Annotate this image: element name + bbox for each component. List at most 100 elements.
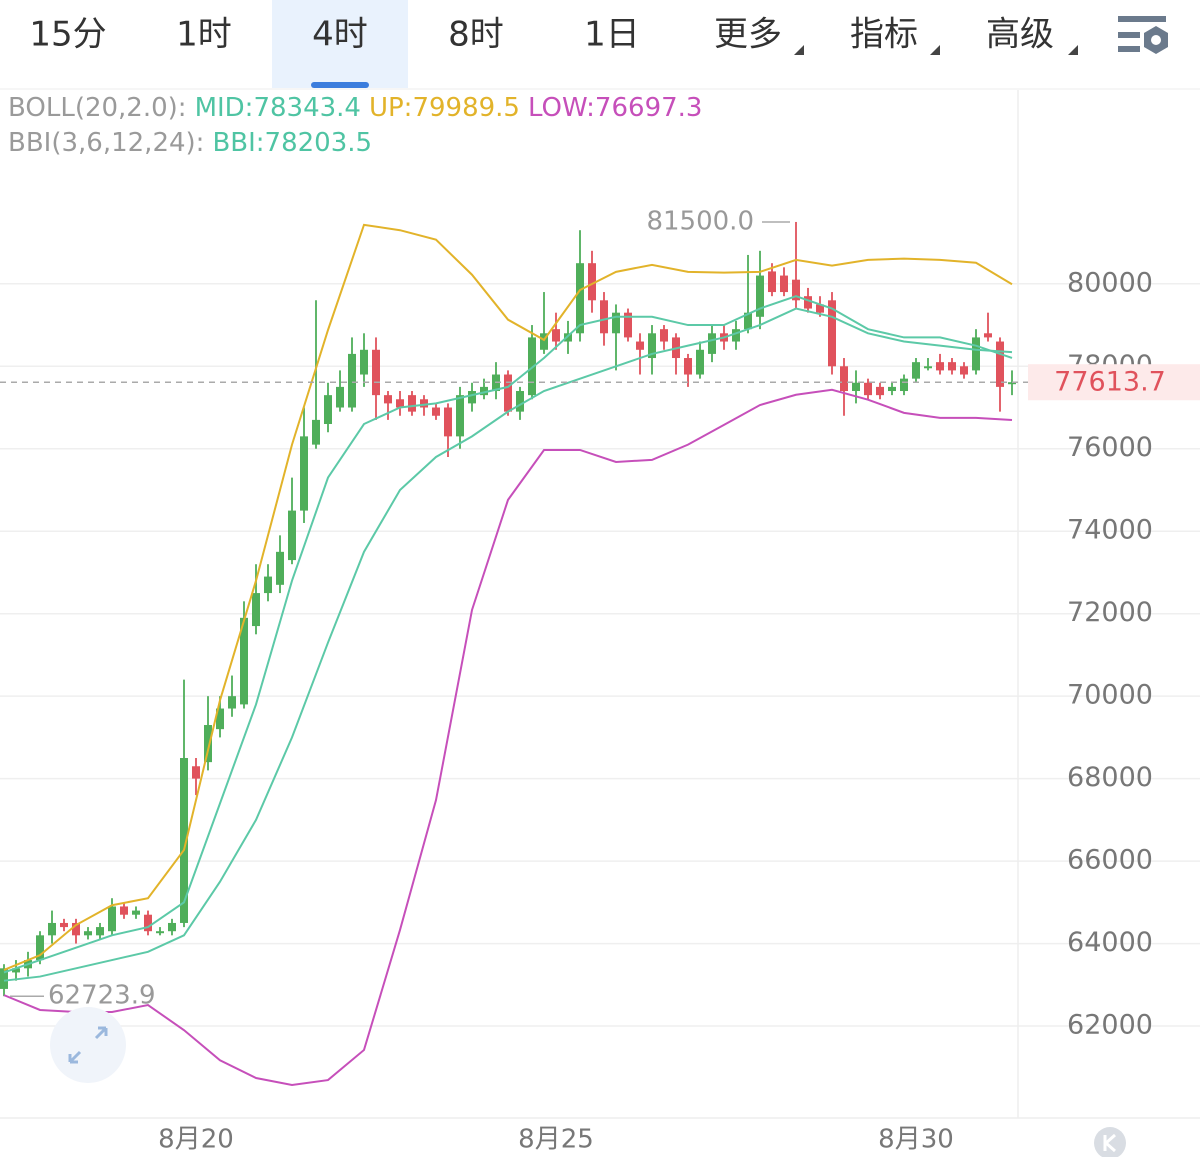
candle-body [192, 766, 200, 779]
candle-body [804, 296, 812, 309]
candle-body [816, 304, 824, 313]
candle-body [948, 362, 956, 371]
candle-body [528, 337, 536, 396]
icon-bar [1118, 32, 1140, 38]
indicator-line [3, 388, 1013, 1087]
candle-body [924, 366, 932, 369]
candle-body [456, 395, 464, 437]
tab[interactable]: 更多 [714, 15, 782, 55]
candle-body [888, 386, 896, 392]
candle-body [864, 382, 872, 396]
low-label: 62723.9 [48, 981, 156, 1011]
candle-body [552, 329, 560, 342]
candle-body [480, 386, 488, 396]
icon-dot [1151, 35, 1161, 45]
legend-item: MID:78343.4 [195, 93, 361, 123]
expand-button[interactable] [50, 1007, 126, 1083]
candle-body [432, 407, 440, 416]
candle-body [684, 358, 692, 375]
candle-body [576, 263, 584, 334]
candle-body [108, 906, 116, 932]
candle-body [744, 312, 752, 330]
candle-body [240, 617, 248, 705]
candle-body [852, 382, 860, 392]
candle-body [444, 407, 452, 437]
candle-body [72, 922, 80, 936]
candle-body [420, 399, 428, 408]
candle-body [564, 333, 572, 342]
candle-body [180, 758, 188, 923]
candle-body [624, 312, 632, 338]
candle-body [204, 725, 212, 763]
indicator-line [3, 307, 1013, 982]
candle-body [36, 935, 44, 961]
candle-body [216, 708, 224, 730]
y-tick-label: 74000 [1067, 515, 1153, 546]
settings-icon[interactable] [1118, 16, 1168, 54]
candle-body [912, 362, 920, 379]
candle-body [276, 551, 284, 585]
candle-body [384, 395, 392, 404]
legend: BOLL(20,2.0): MID:78343.4 UP:79989.5 LOW:76… [8, 93, 702, 123]
candle-body [84, 931, 92, 936]
candle-body [48, 922, 56, 936]
candle-body [468, 391, 476, 404]
candle-body [540, 333, 548, 350]
expand-icon [68, 1026, 108, 1064]
plot: 62000 64000 66000 68000 70000 72000 74000 76000… [0, 90, 1200, 1155]
k-button[interactable] [1094, 1127, 1126, 1157]
candle-body [516, 391, 524, 412]
candle-body [288, 510, 296, 561]
candle-body [828, 300, 836, 367]
candle-body [648, 333, 656, 359]
candle-body [972, 337, 980, 371]
legend-item: BOLL(20,2.0): [8, 93, 187, 123]
candle-body [708, 333, 716, 354]
last-price-label: 77613.7 [1054, 367, 1166, 398]
tab[interactable]: 指标 [850, 15, 918, 55]
y-tick-label: 76000 [1067, 432, 1153, 463]
y-tick-label: 68000 [1067, 762, 1153, 793]
candle-body [336, 386, 344, 408]
candle-body [696, 349, 704, 375]
y-tick-label: 66000 [1067, 845, 1153, 876]
y-tick-label: 80000 [1067, 267, 1153, 298]
x-tick-label: 8月25 [518, 1125, 594, 1155]
tab[interactable]: 15分 [29, 15, 106, 55]
candle-body [360, 349, 368, 375]
candle-body [0, 968, 8, 989]
candle-body [636, 341, 644, 350]
candle-body [132, 910, 140, 915]
y-tick-label: 62000 [1067, 1010, 1153, 1041]
candle-body [120, 906, 128, 915]
candle-body [312, 419, 320, 445]
active-tab-bg [272, 0, 408, 88]
tab[interactable]: 1时 [176, 15, 232, 55]
candle-body [156, 931, 164, 934]
tab[interactable]: 高级 [986, 15, 1054, 55]
candle-body [60, 922, 68, 928]
candle-body [876, 386, 884, 396]
dropdown-arrow [794, 45, 804, 55]
tab[interactable]: 4时 [312, 15, 368, 55]
candle-body [756, 275, 764, 317]
dropdown-arrow [1068, 45, 1078, 55]
tab[interactable]: 8时 [448, 15, 504, 55]
candle-body [168, 922, 176, 932]
high-label: 81500.0 [646, 206, 754, 236]
candle-body [324, 395, 332, 425]
tab-bar: 15分 1时 4时 8时 1日 更多 指标 高级 [29, 15, 1054, 55]
candle-body [900, 378, 908, 392]
candle-body [960, 366, 968, 375]
candle-body [372, 349, 380, 396]
candle-body [348, 353, 356, 408]
candle-body [780, 275, 788, 293]
candle-body [96, 927, 104, 936]
candle-body [612, 312, 620, 334]
tab[interactable]: 1日 [584, 15, 640, 55]
candle-body [264, 576, 272, 594]
candle-body [936, 362, 944, 371]
candle-body [732, 329, 740, 342]
k-icon [1103, 1133, 1116, 1153]
